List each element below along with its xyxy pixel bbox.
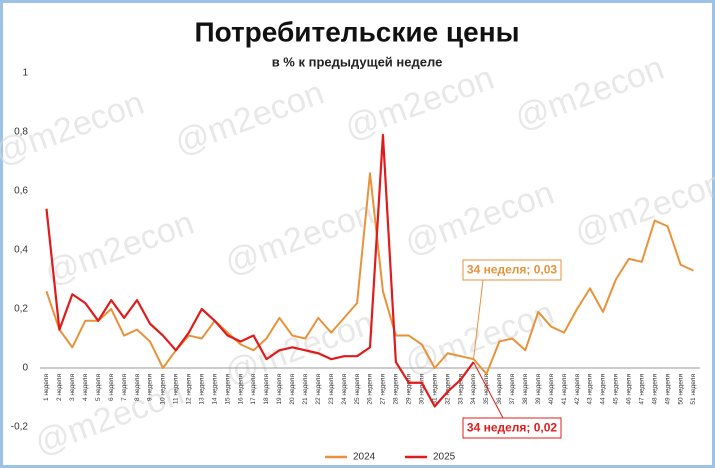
x-tick-label: 22 неделя [315,374,322,405]
x-tick-label: 15 неделя [224,374,231,405]
x-tick-label: 35 неделя [483,374,490,405]
x-tick-label: 17 неделя [250,374,257,405]
x-tick-label: 48 неделя [651,374,658,405]
x-tick-label: 3 неделя [69,374,76,401]
series-line [45,133,475,408]
chart-subtitle: в % к предыдущей неделе [272,54,443,69]
x-tick-label: 19 неделя [276,374,283,405]
y-tick-label: 0,2 [14,304,28,315]
annotation-leader [473,279,484,360]
x-tick-label: 29 неделя [406,374,413,405]
x-tick-label: 46 неделя [626,374,633,405]
x-tick-label: 16 неделя [237,374,244,405]
x-tick-label: 25 неделя [354,374,361,405]
annotation-text: 34 неделя; 0,03 [467,263,558,277]
x-tick-label: 37 неделя [509,374,516,405]
x-tick-label: 10 неделя [160,374,167,405]
y-tick-label: 0,8 [14,127,28,138]
legend-label: 2025 [433,452,456,463]
x-tick-label: 27 неделя [380,374,387,405]
x-tick-label: 26 неделя [367,374,374,405]
x-tick-label: 2 неделя [56,374,63,401]
y-tick-label: -0,2 [11,422,29,433]
x-tick-label: 4 неделя [82,374,89,401]
annotation-leader [473,361,504,419]
x-tick-label: 23 неделя [328,374,335,405]
x-tick-label: 42 неделя [574,374,581,405]
x-tick-label: 14 неделя [211,374,218,405]
x-tick-label: 11 неделя [173,374,180,405]
x-tick-label: 8 неделя [134,374,141,401]
annotation-box [462,259,562,281]
x-tick-label: 34 неделя [470,374,477,405]
x-tick-label: 33 неделя [457,374,464,405]
y-tick-label: 0 [22,363,28,374]
y-tick-label: 1 [22,68,28,79]
x-tick-label: 38 неделя [522,374,529,405]
legend-label: 2024 [353,452,376,463]
x-tick-label: 45 неделя [613,374,620,405]
y-tick-label: 0,6 [14,186,28,197]
annotation-box [462,417,562,439]
x-tick-label: 36 неделя [496,374,503,405]
x-tick-label: 18 неделя [263,374,270,405]
x-tick-label: 6 неделя [108,374,115,401]
x-tick-label: 32 неделя [444,374,451,405]
x-tick-label: 31 неделя [431,374,438,405]
x-tick-label: 12 неделя [186,374,193,405]
x-tick-label: 21 неделя [302,374,309,405]
x-tick-label: 41 неделя [561,374,568,405]
x-tick-label: 47 неделя [638,374,645,405]
x-tick-label: 9 неделя [147,374,154,401]
x-tick-label: 40 неделя [548,374,555,405]
series-line [45,172,694,375]
x-tick-label: 1 неделя [43,374,50,401]
x-tick-label: 24 неделя [341,374,348,405]
annotation-text: 34 неделя; 0,02 [467,421,558,435]
x-tick-label: 49 неделя [664,374,671,405]
y-tick-label: 0,4 [14,245,28,256]
x-tick-label: 39 неделя [535,374,542,405]
x-tick-label: 7 неделя [121,374,128,401]
x-tick-label: 50 неделя [677,374,684,405]
x-tick-label: 5 неделя [95,374,102,401]
x-tick-label: 51 неделя [690,374,697,405]
x-tick-label: 20 неделя [289,374,296,405]
x-tick-label: 43 неделя [587,374,594,405]
x-tick-label: 28 неделя [393,374,400,405]
x-tick-label: 13 неделя [198,374,205,405]
chart-title: Потребительские цены [194,16,519,47]
x-tick-label: 44 неделя [600,374,607,405]
x-tick-label: 30 неделя [418,374,425,405]
